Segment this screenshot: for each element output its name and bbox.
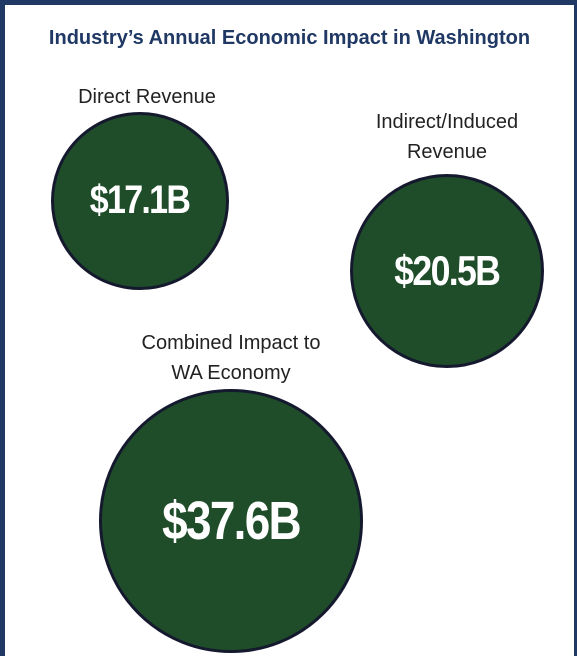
bubble: $37.6B [99, 389, 363, 653]
value-label: $20.5B [394, 246, 502, 294]
bubble-label: Direct Revenue [78, 86, 216, 108]
bubble-label: Combined Impact to WA Economy [141, 332, 321, 384]
bubble: $20.5B [349, 173, 545, 369]
value-label: $37.6B [162, 490, 302, 551]
bubble: $17.1B [51, 112, 229, 290]
value-label: $17.1B [90, 178, 191, 223]
bubble-label: Indirect/Induced Revenue [375, 111, 519, 163]
chart-title: Industry’s Annual Economic Impact in Was… [48, 27, 531, 49]
